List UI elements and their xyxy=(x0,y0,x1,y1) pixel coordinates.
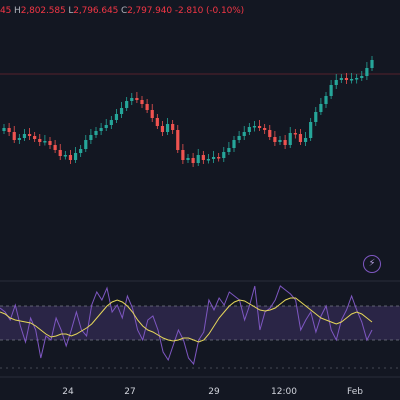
close-value: 2,797.940 xyxy=(127,6,173,16)
candle-body xyxy=(273,137,277,142)
candle-body xyxy=(237,136,241,140)
candle-body xyxy=(165,124,170,132)
rsi-line xyxy=(0,285,373,366)
candle-body xyxy=(58,150,62,156)
candle-body xyxy=(160,126,165,132)
high-value: 2,802.585 xyxy=(20,6,66,16)
candle-body xyxy=(17,138,21,140)
candle-body xyxy=(196,155,200,163)
candle-body xyxy=(181,150,185,160)
candle-body xyxy=(68,155,73,160)
candle-body xyxy=(252,126,257,128)
ohlc-legend: 45 H2,802.585 L2,796.645 C2,797.940 -2.8… xyxy=(0,6,244,20)
candle-body xyxy=(263,128,267,130)
candle-body xyxy=(319,104,323,112)
candle-body xyxy=(155,118,159,126)
time-axis: 24 27 29 12:00 Feb xyxy=(0,387,400,399)
candle-body xyxy=(186,158,190,160)
candle-body xyxy=(344,78,349,80)
candle-body xyxy=(114,114,119,120)
candle-body xyxy=(288,133,292,145)
candle-body xyxy=(7,128,11,132)
rsi-ma-line xyxy=(0,297,373,343)
candle-body xyxy=(217,157,221,159)
candle-body xyxy=(232,140,236,148)
candle-body xyxy=(298,134,303,142)
candle-body xyxy=(329,85,333,96)
candle-body xyxy=(12,132,16,140)
candle-body xyxy=(303,138,308,142)
candle-body xyxy=(360,76,364,78)
candle-body xyxy=(268,130,272,137)
candle-body xyxy=(257,126,262,128)
candle-body xyxy=(365,68,369,76)
candle-body xyxy=(176,130,180,150)
candle-body xyxy=(109,120,113,125)
candle-body xyxy=(135,98,139,100)
candles xyxy=(2,56,374,167)
candle-body xyxy=(293,133,297,135)
high-label: H xyxy=(14,6,21,16)
candle-body xyxy=(211,157,216,159)
candle-body xyxy=(104,125,108,128)
time-axis-label: Feb xyxy=(347,387,363,397)
candle-body xyxy=(94,131,98,135)
candle-body xyxy=(22,134,27,138)
candle-body xyxy=(278,140,282,142)
candle-body xyxy=(150,110,154,118)
candle-body xyxy=(206,159,211,161)
candle-body xyxy=(48,141,52,145)
candle-body xyxy=(355,78,359,80)
candle-body xyxy=(334,80,338,85)
candle-body xyxy=(222,152,226,158)
candle-body xyxy=(201,155,205,160)
close-label: C xyxy=(120,6,128,16)
candle-body xyxy=(145,104,149,110)
candle-body xyxy=(38,139,42,142)
candle-body xyxy=(63,155,67,157)
candle-body xyxy=(247,127,251,132)
candle-body xyxy=(140,100,144,104)
candle-body xyxy=(53,145,57,150)
open-value-partial: 45 xyxy=(0,6,12,16)
candle-body xyxy=(242,132,246,136)
candle-body xyxy=(79,149,83,153)
time-axis-label: 12:00 xyxy=(271,387,297,397)
candle-body xyxy=(339,78,343,80)
candle-body xyxy=(130,98,134,101)
candle-body xyxy=(370,60,374,68)
candle-body xyxy=(171,124,175,130)
candle-body xyxy=(99,128,103,131)
time-axis-label: 24 xyxy=(62,387,74,397)
candle-body xyxy=(84,140,88,149)
time-axis-label: 29 xyxy=(208,387,220,397)
candle-body xyxy=(2,128,6,131)
candle-body xyxy=(324,96,328,104)
candle-body xyxy=(119,108,124,114)
time-axis-label: 27 xyxy=(124,387,136,397)
candle-body xyxy=(125,101,129,108)
candle-body xyxy=(283,140,287,145)
candle-body xyxy=(191,158,195,163)
candle-body xyxy=(227,148,231,152)
lightning-bolt-icon[interactable]: ⚡ xyxy=(363,255,381,273)
candle-body xyxy=(349,79,354,81)
candle-body xyxy=(73,153,78,160)
candle-body xyxy=(43,141,47,143)
candle-body xyxy=(27,134,32,136)
change-value: -2.810 (-0.10%) xyxy=(174,6,245,16)
low-value: 2,796.645 xyxy=(73,6,119,16)
candle-body xyxy=(309,122,313,138)
candle-body xyxy=(33,136,37,139)
low-label: L xyxy=(68,6,74,16)
candle-body xyxy=(89,135,93,140)
candle-body xyxy=(314,112,318,122)
